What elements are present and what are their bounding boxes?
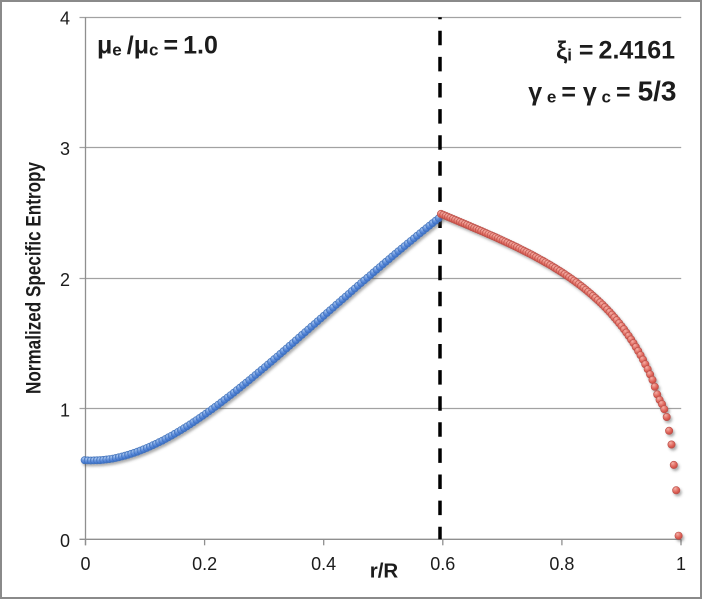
svg-text:1: 1 [60, 400, 70, 420]
svg-text:Normalized Specific Entropy: Normalized Specific Entropy [23, 162, 46, 394]
svg-text:γ e = γ c = 5/3: γ e = γ c = 5/3 [528, 76, 676, 107]
svg-text:0.8: 0.8 [549, 554, 574, 574]
svg-text:3: 3 [60, 139, 70, 159]
svg-text:ξi = 2.4161: ξi = 2.4161 [556, 37, 675, 65]
svg-text:1: 1 [676, 554, 686, 574]
svg-text:4: 4 [60, 9, 70, 29]
svg-text:r/R: r/R [370, 560, 399, 583]
svg-text:0.6: 0.6 [430, 554, 455, 574]
svg-text:0: 0 [80, 554, 90, 574]
svg-text:2: 2 [60, 270, 70, 290]
svg-text:0: 0 [60, 531, 70, 551]
svg-text:0.4: 0.4 [311, 554, 336, 574]
svg-text:0.2: 0.2 [192, 554, 217, 574]
